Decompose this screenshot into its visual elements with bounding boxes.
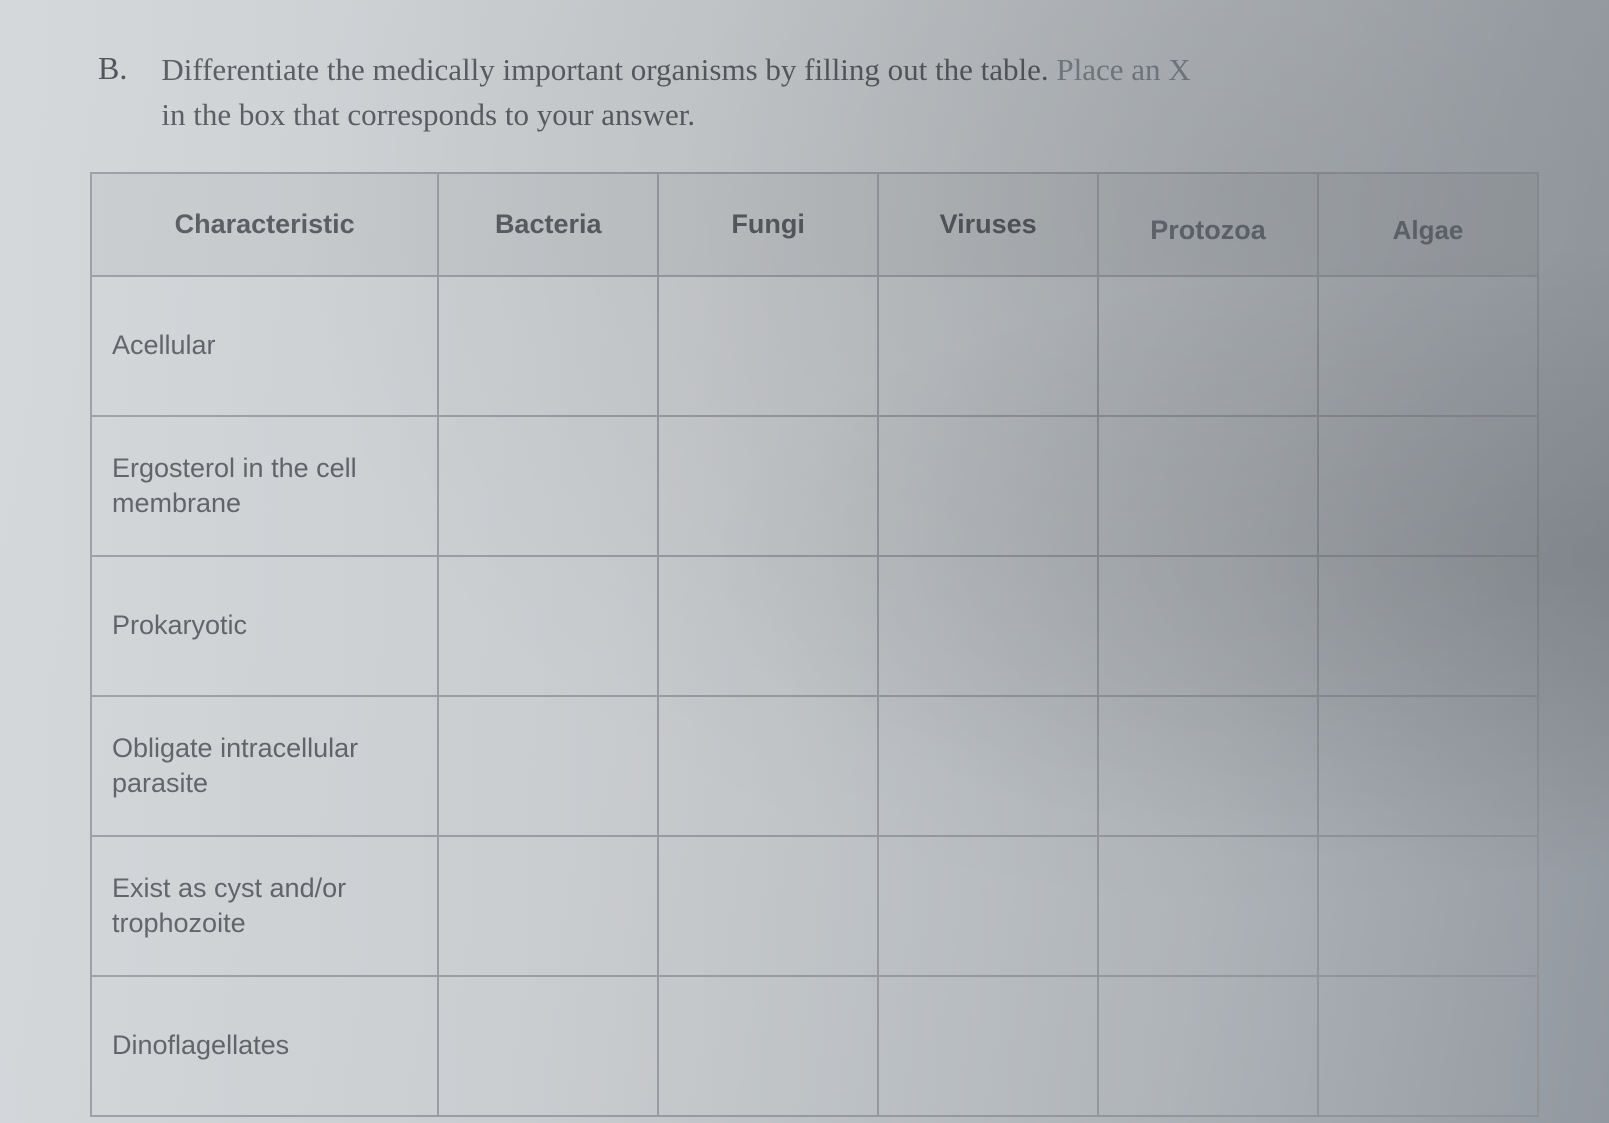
table-row: Dinoflagellates [91, 976, 1538, 1116]
cell-protozoa[interactable] [1098, 976, 1318, 1116]
table-row: Obligate intracellular parasite [91, 696, 1538, 836]
col-characteristic: Characteristic [91, 173, 438, 276]
question-line2: in the box that corresponds to your answ… [161, 93, 1190, 138]
cell-fungi[interactable] [658, 836, 878, 976]
cell-viruses[interactable] [878, 836, 1098, 976]
row-label: Prokaryotic [91, 556, 438, 696]
col-protozoa: Protozoa [1098, 173, 1318, 276]
cell-viruses[interactable] [878, 276, 1098, 416]
cell-protozoa[interactable] [1098, 836, 1318, 976]
cell-algae[interactable] [1318, 976, 1538, 1116]
cell-viruses[interactable] [878, 416, 1098, 556]
question-text: Differentiate the medically important or… [161, 48, 1190, 138]
row-label: Acellular [91, 276, 438, 416]
cell-fungi[interactable] [658, 556, 878, 696]
question-line1b: Place an X [1056, 52, 1190, 87]
col-fungi: Fungi [658, 173, 878, 276]
worksheet-page: B. Differentiate the medically important… [0, 0, 1609, 1123]
table-row: Ergosterol in the cell membrane [91, 416, 1538, 556]
cell-algae[interactable] [1318, 276, 1538, 416]
col-bacteria: Bacteria [438, 173, 658, 276]
col-algae: Algae [1318, 173, 1538, 276]
cell-algae[interactable] [1318, 556, 1538, 696]
row-label: Dinoflagellates [91, 976, 438, 1116]
cell-fungi[interactable] [658, 276, 878, 416]
cell-algae[interactable] [1318, 696, 1538, 836]
cell-bacteria[interactable] [438, 696, 658, 836]
cell-viruses[interactable] [878, 556, 1098, 696]
cell-protozoa[interactable] [1098, 556, 1318, 696]
cell-bacteria[interactable] [438, 276, 658, 416]
characteristics-table: Characteristic Bacteria Fungi Viruses Pr… [90, 172, 1539, 1117]
row-label: Ergosterol in the cell membrane [91, 416, 438, 556]
table-row: Acellular [91, 276, 1538, 416]
table-row: Prokaryotic [91, 556, 1538, 696]
cell-algae[interactable] [1318, 836, 1538, 976]
question-block: B. Differentiate the medically important… [90, 48, 1539, 138]
table-row: Exist as cyst and/or trophozoite [91, 836, 1538, 976]
cell-protozoa[interactable] [1098, 416, 1318, 556]
row-label: Obligate intracellular parasite [91, 696, 438, 836]
cell-viruses[interactable] [878, 696, 1098, 836]
cell-bacteria[interactable] [438, 976, 658, 1116]
cell-bacteria[interactable] [438, 416, 658, 556]
cell-bacteria[interactable] [438, 556, 658, 696]
cell-fungi[interactable] [658, 416, 878, 556]
cell-bacteria[interactable] [438, 836, 658, 976]
cell-viruses[interactable] [878, 976, 1098, 1116]
table-header-row: Characteristic Bacteria Fungi Viruses Pr… [91, 173, 1538, 276]
question-line1a: Differentiate the medically important or… [161, 52, 1056, 87]
cell-fungi[interactable] [658, 696, 878, 836]
question-letter: B. [98, 48, 127, 87]
cell-protozoa[interactable] [1098, 276, 1318, 416]
cell-algae[interactable] [1318, 416, 1538, 556]
cell-protozoa[interactable] [1098, 696, 1318, 836]
row-label: Exist as cyst and/or trophozoite [91, 836, 438, 976]
col-viruses: Viruses [878, 173, 1098, 276]
cell-fungi[interactable] [658, 976, 878, 1116]
